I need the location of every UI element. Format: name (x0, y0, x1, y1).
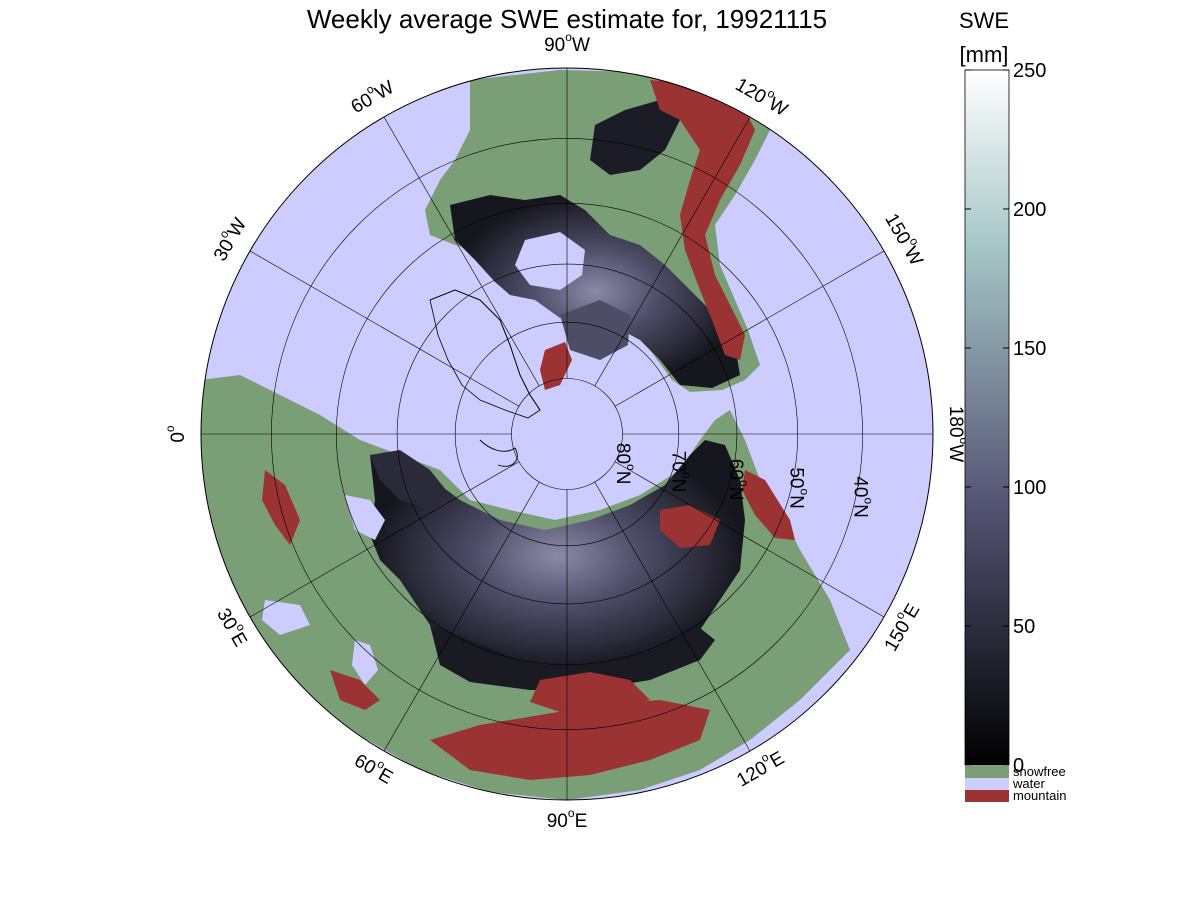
meridian-120 (594, 481, 751, 752)
caspian-sea (352, 640, 378, 685)
colorbar-tick-label: 250 (1013, 60, 1046, 82)
arctic-coastline (429, 289, 541, 411)
category-swatch-water (965, 778, 1009, 790)
lon-label-30W: 30oW (206, 212, 251, 265)
kamchatka-mountains (742, 470, 795, 540)
rockies-mountains (650, 80, 755, 360)
meridian-150 (614, 461, 885, 618)
map-title: Weekly average SWE estimate for, 1992111… (307, 4, 827, 34)
arctic-archipelago (560, 300, 630, 360)
black-sea (262, 600, 310, 635)
colorbar-title-line1: SWE (959, 8, 1009, 33)
colorbar-title-line2: [mm] (960, 42, 1009, 67)
north-america-snowcover-north (590, 100, 680, 175)
colorbar-gradient (964, 69, 1010, 766)
lon-label-90E: 90oE (547, 806, 588, 832)
himalaya-mountains (430, 700, 710, 780)
map-border (200, 67, 934, 801)
graticule (201, 68, 933, 800)
baffin-mountain (540, 342, 572, 390)
colorbar-tick-label: 50 (1013, 616, 1035, 638)
meridian-30 (249, 461, 520, 618)
lon-label-60W: 60oW (345, 73, 398, 118)
colorbar: SWE [mm] 0 50 100 150 200 250 snowfreewatermo… (959, 8, 1067, 803)
hudson-bay (515, 232, 585, 290)
meridian-330 (249, 250, 520, 407)
svalbard-coast (479, 439, 518, 467)
colorbar-tick-label: 200 (1013, 199, 1046, 221)
lat-label-40: 40oN (850, 476, 876, 518)
colorbar-ticks: 0 50 100 150 200 250 (965, 60, 1046, 777)
colorbar-tick-label: 100 (1013, 477, 1046, 499)
north-america-snowcover (450, 195, 740, 388)
lon-label-0: 0o (163, 425, 189, 443)
meridian-300 (383, 116, 540, 387)
siberia-snow-dark (430, 625, 715, 690)
caucasus-mountains (330, 670, 380, 710)
meridian-60 (383, 481, 540, 752)
meridian-240 (594, 116, 751, 387)
category-label-snowfree: snowfree (1013, 764, 1066, 779)
meridian-210 (614, 250, 885, 407)
lat-label-50: 50oN (785, 467, 811, 509)
eurasia-snowcover (370, 440, 745, 672)
category-label-water: water (1012, 776, 1045, 791)
lat-label-80: 80oN (612, 443, 638, 485)
lon-label-90W: 90oW (544, 30, 590, 56)
baltic-sea (345, 495, 385, 540)
scandinavia-snowcover (370, 450, 450, 510)
lat-label-70: 70oN (668, 451, 694, 493)
central-asia-mountains (530, 672, 650, 712)
europe-mountains (262, 470, 300, 545)
category-swatch-mountain (965, 790, 1009, 802)
polar-map (201, 68, 933, 800)
colorbar-tick-label: 0 (1013, 755, 1024, 777)
colorbar-tick-label: 150 (1013, 338, 1046, 360)
lon-label-180W: 180oW (945, 406, 971, 462)
lat-label-60: 60oN (725, 459, 751, 501)
category-swatch-snowfree (965, 766, 1009, 778)
latitude-labels: 80oN 70oN 60oN 50oN 40oN (612, 443, 876, 518)
category-label-mountain: mountain (1013, 788, 1066, 803)
east-siberia-mountains (660, 505, 720, 548)
